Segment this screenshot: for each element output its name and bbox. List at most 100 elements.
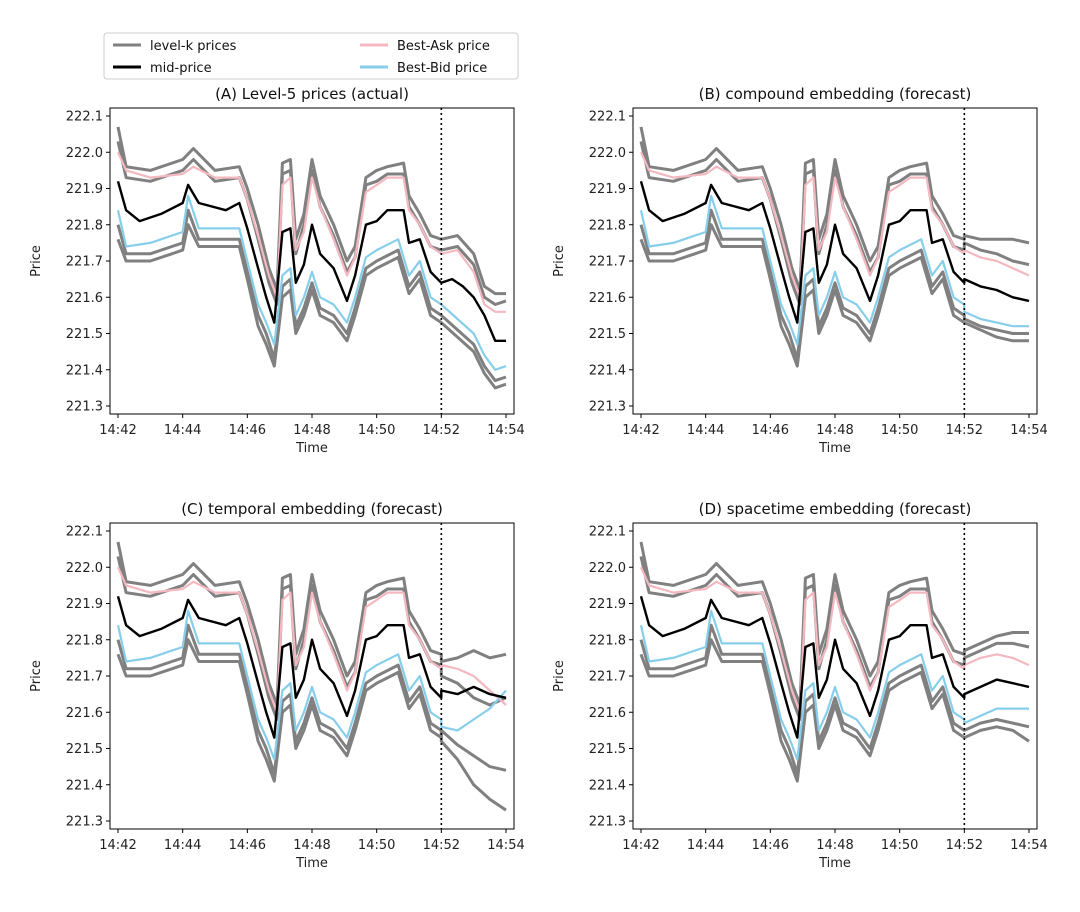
series-line-level-2-bid bbox=[639, 223, 1029, 368]
series-line-mid-price bbox=[116, 595, 507, 739]
axes-frame bbox=[109, 107, 515, 415]
y-tick-label: 221.3 bbox=[66, 815, 103, 830]
y-tick-label: 221.9 bbox=[66, 597, 103, 612]
series-line-level-2-bid bbox=[116, 223, 507, 390]
series-line-mid-price bbox=[116, 180, 506, 342]
series-line-level-1-ask bbox=[639, 126, 1030, 292]
axes-frame bbox=[109, 522, 515, 830]
y-tick-label: 222.0 bbox=[589, 561, 626, 576]
x-tick-label: 14:52 bbox=[423, 423, 460, 438]
y-tick-label: 221.4 bbox=[589, 363, 626, 378]
y-tick-label: 221.5 bbox=[66, 742, 103, 757]
series-line-level-1-bid bbox=[116, 623, 507, 812]
x-tick-label: 14:46 bbox=[752, 423, 789, 438]
plot-area bbox=[639, 541, 1030, 783]
y-tick-label: 221.4 bbox=[66, 363, 103, 378]
chart-panel: 221.3 221.4 221.5 221.6 221.7 221.8 221.9 222.0… bbox=[552, 500, 1048, 871]
y-tick-label: 222.1 bbox=[66, 525, 103, 540]
series-line-mid-price bbox=[639, 180, 1030, 324]
x-tick-label: 14:46 bbox=[229, 423, 266, 438]
series-line-best-ask-price bbox=[116, 151, 506, 313]
y-tick-label: 221.9 bbox=[589, 182, 626, 197]
y-tick-label: 221.8 bbox=[589, 633, 626, 648]
y-tick-label: 221.8 bbox=[589, 218, 626, 233]
x-tick-label: 14:50 bbox=[358, 423, 395, 438]
x-axis-label: Time bbox=[818, 441, 851, 456]
y-tick-label: 221.7 bbox=[589, 255, 626, 270]
y-tick-label: 221.5 bbox=[589, 327, 626, 342]
x-tick-label: 14:48 bbox=[816, 838, 853, 853]
series-line-best-bid-price bbox=[116, 194, 507, 371]
y-tick-label: 221.8 bbox=[66, 218, 103, 233]
x-tick-label: 14:42 bbox=[99, 838, 136, 853]
panel-title: (C) temporal embedding (forecast) bbox=[181, 500, 443, 518]
x-tick-label: 14:44 bbox=[687, 838, 724, 853]
x-tick-label: 14:46 bbox=[229, 838, 266, 853]
x-tick-label: 14:52 bbox=[423, 838, 460, 853]
y-tick-label: 221.7 bbox=[66, 670, 103, 685]
y-tick-label: 221.3 bbox=[589, 815, 626, 830]
x-tick-label: 14:42 bbox=[99, 423, 136, 438]
series-line-level-1-bid bbox=[639, 623, 1030, 776]
y-tick-label: 221.9 bbox=[589, 597, 626, 612]
series-line-mid-price bbox=[639, 595, 1030, 739]
panel-title: (D) spacetime embedding (forecast) bbox=[699, 500, 972, 518]
x-tick-label: 14:50 bbox=[881, 423, 918, 438]
x-tick-label: 14:52 bbox=[946, 423, 983, 438]
y-tick-label: 221.6 bbox=[589, 291, 626, 306]
y-axis-label: Price bbox=[552, 245, 567, 277]
x-tick-label: 14:42 bbox=[622, 423, 659, 438]
y-tick-label: 221.5 bbox=[66, 327, 103, 342]
x-tick-label: 14:50 bbox=[358, 838, 395, 853]
y-tick-label: 221.4 bbox=[66, 778, 103, 793]
series-line-level-1-ask bbox=[116, 541, 507, 707]
y-tick-label: 221.9 bbox=[66, 182, 103, 197]
plot-area bbox=[116, 541, 507, 812]
x-tick-label: 14:46 bbox=[752, 838, 789, 853]
y-tick-label: 222.0 bbox=[66, 561, 103, 576]
series-line-best-ask-price bbox=[639, 566, 1030, 714]
y-tick-label: 222.1 bbox=[589, 525, 626, 540]
y-tick-label: 222.0 bbox=[66, 146, 103, 161]
y-tick-label: 221.6 bbox=[66, 706, 103, 721]
chart-panel: 221.3 221.4 221.5 221.6 221.7 221.8 221.9 222.0… bbox=[29, 85, 525, 456]
plot-area bbox=[639, 126, 1030, 368]
x-tick-label: 14:48 bbox=[816, 423, 853, 438]
y-tick-label: 221.8 bbox=[66, 633, 103, 648]
axes-frame bbox=[632, 107, 1038, 415]
x-tick-label: 14:48 bbox=[293, 838, 330, 853]
y-tick-label: 222.1 bbox=[589, 110, 626, 125]
y-tick-label: 221.3 bbox=[589, 400, 626, 415]
y-tick-label: 221.5 bbox=[589, 742, 626, 757]
series-line-best-bid-price bbox=[639, 609, 1029, 761]
x-tick-label: 14:54 bbox=[1010, 423, 1047, 438]
x-tick-label: 14:54 bbox=[487, 423, 524, 438]
x-tick-label: 14:52 bbox=[946, 838, 983, 853]
series-line-level-1-bid bbox=[639, 208, 1029, 361]
panels: 221.3 221.4 221.5 221.6 221.7 221.8 221.9 222.0… bbox=[29, 85, 1048, 871]
x-tick-label: 14:44 bbox=[164, 423, 201, 438]
y-tick-label: 221.6 bbox=[589, 706, 626, 721]
axes-frame bbox=[632, 522, 1038, 830]
x-axis-label: Time bbox=[818, 856, 851, 871]
series-line-best-bid-price bbox=[116, 609, 507, 761]
series-line-best-ask-price bbox=[116, 566, 507, 714]
legend: level-k prices mid-price Best-Ask price … bbox=[103, 32, 519, 80]
y-axis-label: Price bbox=[29, 245, 44, 277]
x-axis-label: Time bbox=[295, 441, 328, 456]
series-line-best-ask-price bbox=[639, 151, 1030, 299]
y-axis-label: Price bbox=[552, 660, 567, 692]
series-line-level-1-ask bbox=[639, 541, 1029, 707]
legend-label-best-bid: Best-Bid price bbox=[397, 61, 487, 76]
x-tick-label: 14:42 bbox=[622, 838, 659, 853]
x-tick-label: 14:44 bbox=[687, 423, 724, 438]
x-tick-label: 14:54 bbox=[487, 838, 524, 853]
y-tick-label: 221.6 bbox=[66, 291, 103, 306]
series-line-level-1-ask bbox=[116, 126, 506, 296]
legend-label-level-k: level-k prices bbox=[150, 39, 237, 54]
x-tick-label: 14:50 bbox=[881, 838, 918, 853]
plot-area bbox=[116, 126, 507, 390]
chart-panel: 221.3 221.4 221.5 221.6 221.7 221.8 221.9 222.0… bbox=[29, 500, 525, 871]
series-line-level-1-bid bbox=[116, 208, 507, 383]
y-tick-label: 221.4 bbox=[589, 778, 626, 793]
